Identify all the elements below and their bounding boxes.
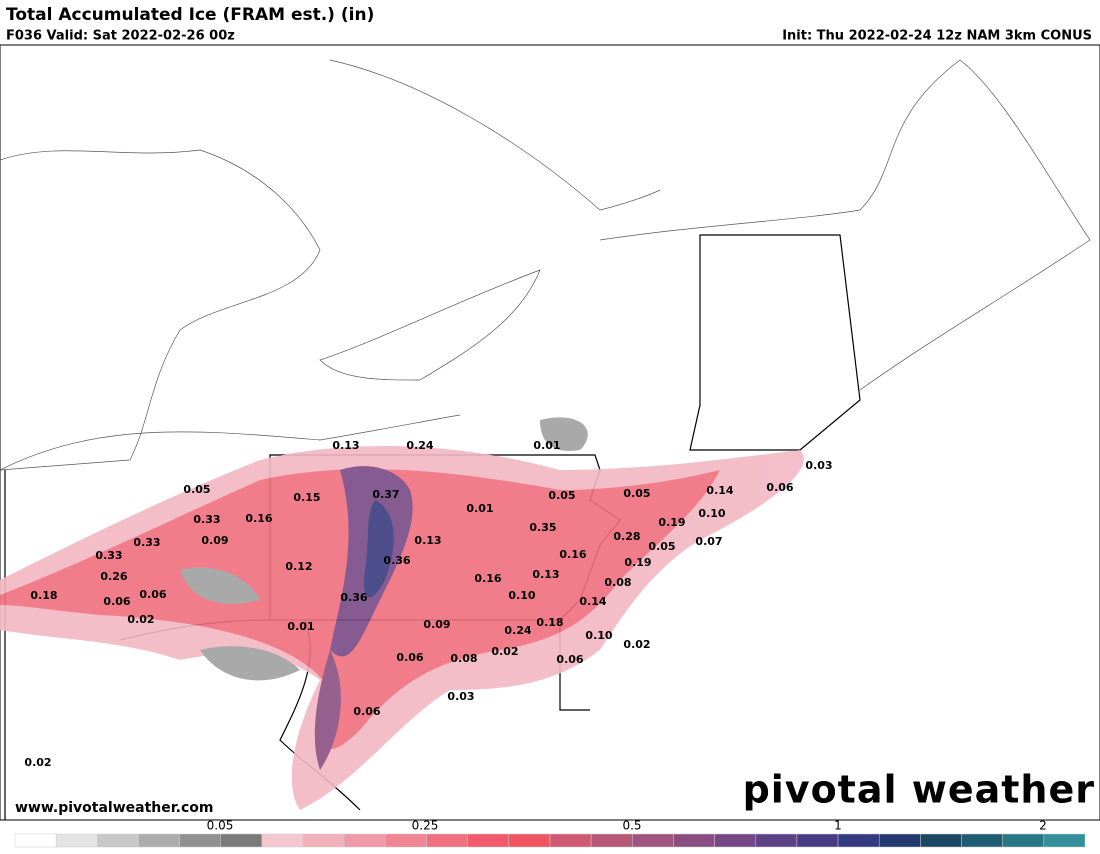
point-value: 0.10: [698, 507, 725, 520]
colorbar-swatch: [385, 833, 427, 848]
point-value: 0.06: [556, 653, 583, 666]
point-value: 0.26: [100, 570, 127, 583]
colorbar-swatch: [714, 833, 757, 848]
point-value: 0.06: [396, 651, 423, 664]
point-value: 0.16: [474, 572, 501, 585]
point-value: 0.06: [353, 705, 380, 718]
title: Total Accumulated Ice (FRAM est.) (in): [6, 5, 374, 25]
colorbar-swatch: [1002, 833, 1045, 848]
point-value: 0.13: [414, 534, 441, 547]
point-value: 0.09: [201, 534, 228, 547]
colorbar-swatch: [343, 833, 386, 848]
point-value: 0.24: [504, 624, 531, 637]
colorbar-swatch: [590, 833, 633, 848]
point-value: 0.36: [340, 591, 367, 604]
point-value: 0.05: [183, 483, 210, 496]
point-value: 0.19: [624, 556, 651, 569]
point-value: 0.15: [293, 491, 320, 504]
colorbar-swatch: [14, 833, 57, 848]
point-value: 0.02: [491, 645, 518, 658]
point-value: 0.10: [508, 589, 535, 602]
point-value: 0.05: [648, 540, 675, 553]
point-value: 0.09: [423, 618, 450, 631]
colorbar-swatch: [97, 833, 139, 848]
point-value: 0.28: [613, 530, 640, 543]
website: www.pivotalweather.com: [15, 800, 214, 816]
colorbar-swatch: [878, 833, 921, 848]
point-value: 0.06: [103, 595, 130, 608]
point-value: 0.13: [532, 568, 559, 581]
point-value: 0.01: [287, 620, 314, 633]
point-value: 0.33: [133, 536, 160, 549]
brand: pivotal weather: [743, 768, 1095, 812]
colorbar-swatch: [673, 833, 715, 848]
colorbar-swatch: [549, 833, 592, 848]
colorbar-swatch: [426, 833, 468, 848]
colorbar-swatch: [508, 833, 551, 848]
colorbar-swatch: [961, 833, 1003, 848]
point-value: 0.18: [30, 589, 57, 602]
colorbar-swatch: [302, 833, 345, 848]
point-value: 0.03: [805, 459, 832, 472]
point-value: 0.01: [533, 439, 560, 452]
colorbar-swatch: [261, 833, 304, 848]
point-value: 0.06: [766, 481, 793, 494]
colorbar-tick-label: 0.25: [412, 819, 439, 833]
point-value: 0.16: [245, 512, 272, 525]
point-value: 0.06: [139, 588, 166, 601]
colorbar-swatch: [796, 833, 839, 848]
point-value: 0.18: [536, 616, 563, 629]
colorbar-tick-label: 0.5: [622, 819, 641, 833]
point-value: 0.33: [95, 549, 122, 562]
colorbar-swatch: [755, 833, 798, 848]
colorbar-swatch: [920, 833, 962, 848]
point-value: 0.02: [24, 756, 51, 769]
map: [0, 44, 1100, 821]
point-value: 0.37: [372, 488, 399, 501]
colorbar-tick-label: 0.05: [207, 819, 234, 833]
colorbar-swatch: [632, 833, 674, 848]
point-value: 0.10: [585, 629, 612, 642]
point-value: 0.14: [579, 595, 606, 608]
point-value: 0.35: [529, 521, 556, 534]
init-time: Init: Thu 2022-02-24 12z NAM 3km CONUS: [782, 29, 1092, 44]
point-value: 0.19: [658, 516, 685, 529]
point-value: 0.02: [623, 638, 650, 651]
point-value: 0.05: [623, 487, 650, 500]
point-value: 0.16: [559, 548, 586, 561]
colorbar-swatch: [138, 833, 180, 848]
point-value: 0.08: [450, 652, 477, 665]
colorbar-swatch: [179, 833, 222, 848]
colorbar-tick-label: 1: [834, 819, 842, 833]
point-value: 0.13: [332, 439, 359, 452]
point-value: 0.24: [406, 439, 433, 452]
colorbar-swatch: [220, 833, 263, 848]
colorbar-swatch: [467, 833, 510, 848]
colorbar-swatch: [55, 833, 98, 848]
point-value: 0.36: [383, 554, 410, 567]
point-value: 0.14: [706, 484, 733, 497]
point-value: 0.01: [466, 502, 493, 515]
point-value: 0.07: [695, 535, 722, 548]
point-value: 0.02: [127, 613, 154, 626]
point-value: 0.12: [285, 560, 312, 573]
point-value: 0.33: [193, 513, 220, 526]
point-value: 0.03: [447, 690, 474, 703]
colorbar-swatch: [837, 833, 880, 848]
colorbar-tick-label: 2: [1039, 819, 1047, 833]
valid-time: F036 Valid: Sat 2022-02-26 00z: [6, 29, 235, 44]
colorbar-swatch: [1043, 833, 1086, 848]
point-value: 0.08: [604, 576, 631, 589]
point-value: 0.05: [548, 489, 575, 502]
